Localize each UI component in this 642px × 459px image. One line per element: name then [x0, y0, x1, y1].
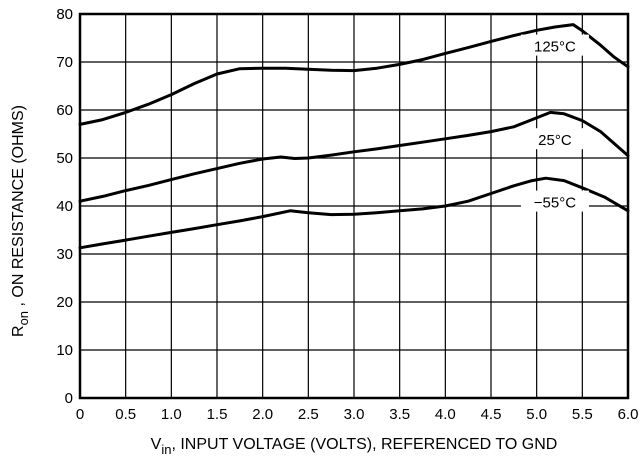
series-labels: 125°C 25°C −55°C [520, 34, 589, 212]
y-tick-label: 50 [56, 150, 73, 167]
x-tick-label: 0.5 [115, 406, 136, 423]
x-tick-label: 1.5 [207, 406, 228, 423]
x-tick-label: 5.5 [572, 406, 593, 423]
series-label: −55°C [534, 195, 576, 212]
plot-frame [78, 12, 630, 400]
y-tick-label: 70 [56, 54, 73, 71]
y-axis-label-rest: , ON RESISTANCE (OHMS) [10, 105, 27, 311]
series-label: 25°C [538, 132, 572, 149]
x-tick-label: 2.0 [252, 406, 273, 423]
y-tick-label: 0 [65, 390, 73, 407]
x-tick-label: 2.5 [298, 406, 319, 423]
series-label-background [520, 128, 589, 150]
y-axis-label-main: R [10, 325, 27, 337]
x-axis-label: Vin, INPUT VOLTAGE (VOLTS), REFERENCED T… [151, 436, 558, 457]
series-line [78, 176, 630, 250]
x-tick-label: 1.0 [161, 406, 182, 423]
y-axis-label: Ron , ON RESISTANCE (OHMS) [10, 105, 31, 337]
x-tick-label: 0 [76, 406, 84, 423]
series-line [78, 110, 630, 203]
x-axis-label-rest: , INPUT VOLTAGE (VOLTS), REFERENCED TO G… [171, 436, 557, 453]
series-label: 125°C [534, 39, 576, 56]
y-tick-label: 60 [56, 102, 73, 119]
y-tick-label: 20 [56, 294, 73, 311]
series-label-background [520, 34, 589, 56]
x-tick-label: 6.0 [618, 406, 639, 423]
y-tick-label: 30 [56, 246, 73, 263]
x-axis-label-main: V [151, 436, 162, 453]
tick-labels: 0 0.5 1.0 1.5 2.0 2.5 3.0 3.5 4.0 4.5 5.0 5.5 6.0 0 10… [56, 6, 638, 423]
chart-series [78, 23, 630, 250]
y-axis-label-subscript: on [16, 311, 31, 325]
x-tick-label: 5.0 [526, 406, 547, 423]
y-tick-label: 40 [56, 198, 73, 215]
y-tick-label: 10 [56, 342, 73, 359]
series-line [78, 23, 630, 126]
x-tick-label: 3.5 [389, 406, 410, 423]
x-tick-label: 4.5 [481, 406, 502, 423]
series-label-background [520, 190, 589, 212]
x-tick-label: 3.0 [344, 406, 365, 423]
x-tick-label: 4.0 [435, 406, 456, 423]
y-tick-label: 80 [56, 6, 73, 23]
x-axis-label-subscript: in [161, 442, 171, 457]
